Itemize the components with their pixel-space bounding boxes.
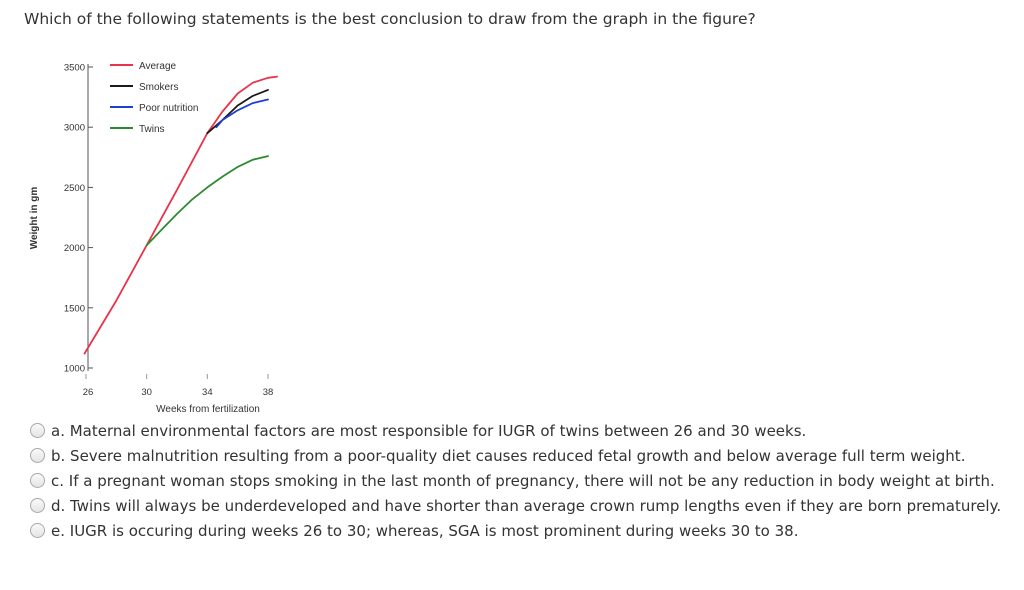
series-line-poor-nutrition [215, 98, 269, 129]
answer-options: a. Maternal environmental factors are mo… [30, 418, 1001, 543]
option-e[interactable]: e. IUGR is occuring during weeks 26 to 3… [30, 518, 1001, 543]
legend-label: Smokers [139, 82, 178, 93]
x-axis: 26 30 34 38 [83, 374, 274, 398]
option-d[interactable]: d. Twins will always be underdeveloped a… [30, 493, 1001, 518]
y-tick-label: 3000 [64, 123, 85, 134]
option-b-radio[interactable] [30, 448, 45, 463]
x-tick-label: 30 [141, 387, 152, 398]
y-tick-label: 1500 [64, 303, 85, 314]
y-axis-label: Weight in gm [29, 187, 40, 250]
option-d-label: d. Twins will always be underdeveloped a… [51, 496, 1002, 515]
option-c[interactable]: c. If a pregnant woman stops smoking in … [30, 468, 1001, 493]
y-tick-label: 1000 [64, 364, 85, 375]
option-c-radio[interactable] [30, 473, 45, 488]
option-e-radio[interactable] [30, 523, 45, 538]
series-line-twins [145, 155, 269, 247]
y-tick-label: 3500 [64, 63, 85, 74]
weight-chart: 1000 1500 2000 2500 3000 3500 26 30 34 38 Averag… [29, 61, 279, 415]
x-tick-label: 34 [202, 387, 213, 398]
option-a-label: a. Maternal environmental factors are mo… [51, 421, 807, 440]
question-text: Which of the following statements is the… [24, 10, 756, 28]
option-b[interactable]: b. Severe malnutrition resulting from a … [30, 443, 1001, 468]
legend-label: Twins [139, 124, 165, 135]
legend-label: Poor nutrition [139, 103, 198, 114]
y-tick-label: 2500 [64, 183, 85, 194]
option-d-radio[interactable] [30, 498, 45, 513]
option-a-radio[interactable] [30, 423, 45, 438]
option-b-label: b. Severe malnutrition resulting from a … [51, 446, 966, 465]
x-axis-label: Weeks from fertilization [156, 404, 260, 415]
x-tick-label: 38 [263, 387, 274, 398]
series-line-average [83, 75, 279, 355]
series-line-smokers [206, 89, 269, 135]
option-c-label: c. If a pregnant woman stops smoking in … [51, 471, 995, 490]
legend: Average Smokers Poor nutrition Twins [110, 61, 198, 135]
y-tick-label: 2000 [64, 243, 85, 254]
option-e-label: e. IUGR is occuring during weeks 26 to 3… [51, 521, 799, 540]
option-a[interactable]: a. Maternal environmental factors are mo… [30, 418, 1001, 443]
y-axis: 1000 1500 2000 2500 3000 3500 [64, 63, 93, 375]
series-lines [83, 75, 279, 355]
legend-label: Average [139, 61, 177, 72]
x-tick-label: 26 [83, 387, 94, 398]
